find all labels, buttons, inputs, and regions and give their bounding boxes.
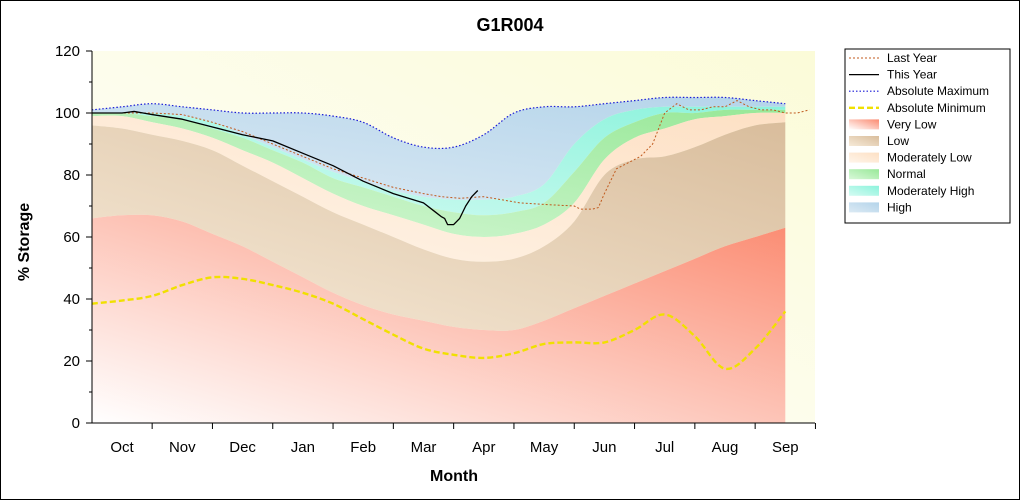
axes <box>86 50 816 429</box>
legend-label-absolute-minimum: Absolute Minimum <box>887 101 986 115</box>
legend: Last Year This Year Absolute Maximum Absolu… <box>844 48 1011 224</box>
legend-swatch-very-low <box>849 119 879 130</box>
legend-swatch-normal <box>849 169 879 180</box>
x-tick-label: Nov <box>169 439 196 456</box>
y-tick-label: 20 <box>63 353 80 370</box>
legend-swatch-low <box>849 136 879 146</box>
y-tick-label: 60 <box>63 229 80 246</box>
band-moderately-low <box>91 112 786 262</box>
x-tick-label: Mar <box>411 439 437 456</box>
x-tick-label: Oct <box>110 439 134 456</box>
x-tick-label: Aug <box>712 439 739 456</box>
legend-label-moderately-high: Moderately High <box>887 184 974 198</box>
legend-swatch-moderately-low <box>849 152 879 163</box>
x-tick-label: Jan <box>291 439 315 456</box>
legend-label-high: High <box>887 200 912 214</box>
legend-label-very-low: Very Low <box>887 117 937 131</box>
legend-label-low: Low <box>887 134 909 148</box>
series-absolute-maximum <box>91 96 786 150</box>
x-tick-label: Feb <box>350 439 376 456</box>
y-tick-label: 80 <box>63 167 80 184</box>
series-last-year <box>91 100 810 210</box>
legend-label-normal: Normal <box>887 167 926 181</box>
x-tick-label: Dec <box>229 439 256 456</box>
legend-swatch-moderately-high <box>849 185 879 196</box>
x-tick-label: Apr <box>472 439 495 456</box>
series-absolute-minimum <box>91 275 787 371</box>
band-areas <box>91 97 786 423</box>
y-tick-labels: 0 20 40 60 80 100 120 <box>55 43 80 432</box>
y-tick-label: 0 <box>72 415 80 432</box>
chart-title: G1R004 <box>476 15 543 35</box>
y-tick-label: 100 <box>55 105 80 122</box>
y-tick-label: 120 <box>55 43 80 60</box>
series-lines <box>91 96 810 371</box>
band-normal <box>91 109 786 237</box>
y-axis-title: % Storage <box>16 203 33 281</box>
legend-label-this-year: This Year <box>887 68 937 82</box>
x-tick-label: May <box>530 439 559 456</box>
x-tick-label: Jul <box>655 439 674 456</box>
y-tick-label: 40 <box>63 291 80 308</box>
x-tick-labels: Oct Nov Dec Jan Feb Mar Apr May Jun Jul Aug Sep <box>110 439 798 456</box>
band-low <box>91 122 786 331</box>
legend-swatch-high <box>849 202 879 213</box>
x-tick-label: Sep <box>772 439 799 456</box>
x-axis-title: Month <box>430 468 478 485</box>
series-this-year <box>91 110 479 226</box>
legend-label-moderately-low: Moderately Low <box>887 151 972 165</box>
band-very-low <box>91 214 786 423</box>
x-tick-label: Jun <box>592 439 616 456</box>
legend-label-last-year: Last Year <box>887 51 937 65</box>
legend-label-absolute-maximum: Absolute Maximum <box>887 84 989 98</box>
